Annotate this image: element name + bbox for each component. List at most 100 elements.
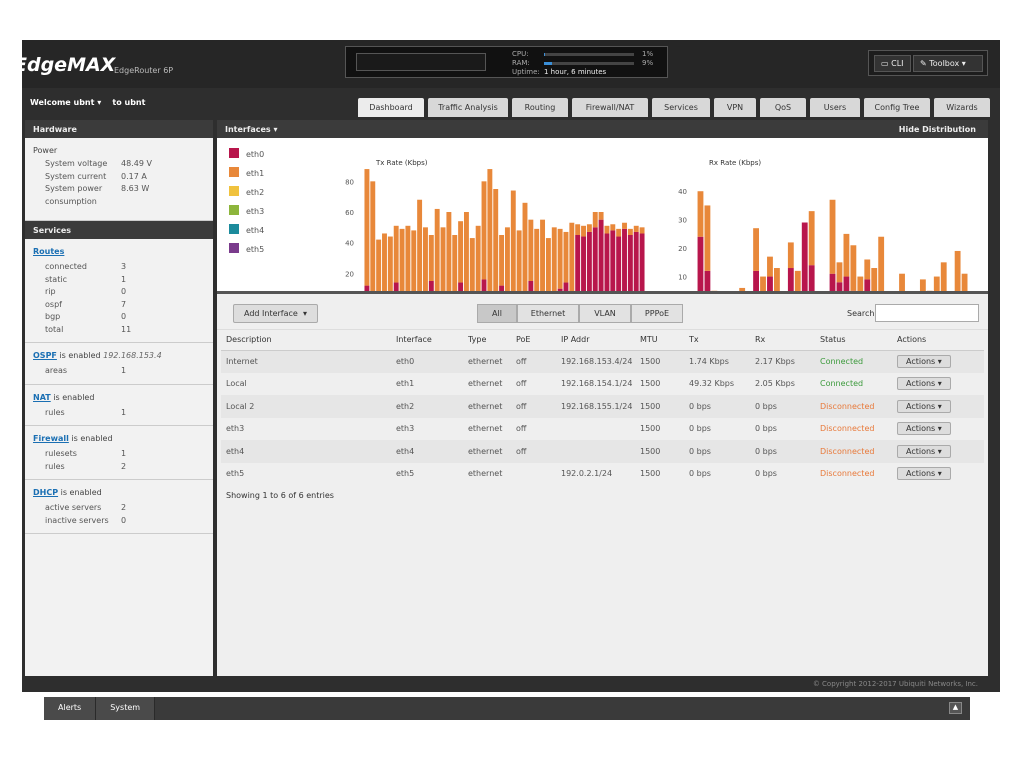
cell-text: ethernet: [468, 401, 503, 411]
nav-tab[interactable]: VPN: [714, 98, 756, 117]
nav-tab[interactable]: Users: [810, 98, 860, 117]
filter-button[interactable]: Ethernet: [517, 304, 579, 323]
service-value: 1: [121, 366, 127, 375]
bar: [458, 221, 464, 283]
service-value: 7: [121, 299, 127, 309]
nav-tab[interactable]: Firewall/NAT: [572, 98, 648, 117]
bar: [954, 250, 961, 294]
y-tick-label: 80: [345, 178, 354, 186]
service-link[interactable]: NAT: [33, 392, 51, 402]
table-cell: eth3: [221, 418, 391, 441]
bar: [475, 225, 481, 294]
filter-button[interactable]: PPPoE: [631, 304, 683, 323]
status-box: CPU: RAM: Uptime: 1% 9% 1 hour, 6 minute…: [345, 46, 668, 78]
column-header[interactable]: Rx: [750, 330, 815, 351]
actions-label: Actions: [906, 424, 936, 434]
cell-text: eth3: [396, 424, 415, 434]
column-header[interactable]: Type: [463, 330, 511, 351]
toolbox-button[interactable]: ✎ Toolbox ▾: [913, 55, 983, 72]
hide-distribution[interactable]: Hide Distribution: [898, 125, 976, 134]
bar: [592, 212, 598, 228]
legend-label: eth1: [246, 169, 264, 178]
header-row: Description Interface Type PoE IP Addr MTU Tx R…: [221, 330, 984, 351]
nav-tab[interactable]: Traffic Analysis: [428, 98, 508, 117]
column-header[interactable]: Status: [815, 330, 892, 351]
service-section: Routes connected 3 static 1 rip 0 ospf 7 bgp 0 tota…: [25, 239, 213, 343]
column-label: Rx: [755, 335, 766, 345]
power-row: System power consumption 8.63 W: [45, 183, 205, 208]
filter-button[interactable]: All: [477, 304, 517, 323]
actions-button[interactable]: Actions ▾: [897, 377, 951, 391]
column-label: PoE: [516, 335, 531, 345]
actions-button[interactable]: Actions ▾: [897, 355, 951, 368]
add-interface[interactable]: Add Interface ▾: [233, 304, 318, 323]
welcome[interactable]: Welcome ubnt ▾ to ubnt: [30, 98, 146, 107]
power-row: System voltage 48.49 V: [45, 158, 205, 171]
bar: [510, 190, 516, 294]
bar: [604, 233, 610, 294]
table-cell: eth0: [391, 350, 463, 373]
expand-button[interactable]: ▲: [949, 702, 962, 714]
cell-text: 1.74 Kbps: [689, 357, 729, 366]
bar: [753, 228, 759, 271]
service-link[interactable]: Routes: [33, 247, 65, 256]
service-row: rules 1: [45, 407, 205, 420]
bar: [481, 279, 487, 294]
cell-text: 0 bps: [689, 424, 711, 434]
table-cell: ethernet: [463, 373, 511, 396]
service-ip: 192.168.153.4: [103, 351, 162, 360]
cell-text: 1500: [640, 379, 661, 389]
service-row: inactive servers 0: [45, 515, 205, 528]
service-status: is enabled: [59, 351, 101, 360]
nav-tab[interactable]: Dashboard: [358, 98, 424, 117]
bar: [878, 236, 885, 294]
table-cell: off: [511, 373, 556, 396]
column-header[interactable]: Tx: [684, 330, 750, 351]
table-cell: 1500: [635, 440, 684, 463]
sidebar: Hardware Power System voltage 48.49 V Syst…: [25, 120, 213, 676]
cell-text: eth5: [396, 469, 415, 479]
legend-swatch: [229, 148, 239, 158]
interfaces-title[interactable]: Interfaces: [225, 125, 271, 134]
service-link[interactable]: OSPF: [33, 351, 57, 360]
column-header[interactable]: Interface: [391, 330, 463, 351]
service-link[interactable]: DHCP: [33, 488, 59, 497]
column-header[interactable]: MTU: [635, 330, 684, 351]
cell-text: 1500: [640, 357, 661, 366]
nav-tab[interactable]: Services: [652, 98, 710, 117]
bar: [622, 228, 627, 294]
service-key: inactive servers: [45, 515, 109, 525]
bar: [919, 279, 926, 294]
column-header[interactable]: Description: [221, 330, 391, 351]
bar: [458, 282, 464, 294]
nav-tab[interactable]: QoS: [760, 98, 806, 117]
nav-tab[interactable]: Wizards: [934, 98, 990, 117]
service-link[interactable]: Firewall: [33, 434, 69, 443]
column-header[interactable]: IP Addr: [556, 330, 635, 351]
table-cell: 0 bps: [750, 440, 815, 463]
table-cell: 1500: [635, 350, 684, 373]
column-header[interactable]: Actions: [892, 330, 984, 351]
cli-button[interactable]: ▭ CLI: [874, 55, 911, 72]
bar: [627, 228, 633, 235]
add-label: Add Interface: [244, 309, 298, 318]
search-input[interactable]: [875, 304, 979, 322]
actions-button[interactable]: Actions ▾: [897, 444, 951, 458]
cell-text: ethernet: [468, 469, 503, 479]
nav-tab[interactable]: Config Tree: [864, 98, 930, 117]
filter-button[interactable]: VLAN: [579, 304, 631, 323]
bar: [794, 270, 801, 294]
bottom-tab[interactable]: System: [96, 697, 156, 720]
bottom-tab[interactable]: Alerts: [44, 697, 97, 720]
service-value: 2: [121, 461, 127, 471]
bar: [850, 245, 857, 291]
chart-title: Tx Rate (Kbps): [375, 159, 428, 167]
actions-button[interactable]: Actions ▾: [897, 422, 951, 436]
actions-button[interactable]: Actions ▾: [897, 467, 951, 481]
cell-text: off: [516, 357, 527, 366]
nav-tab[interactable]: Routing: [512, 98, 568, 117]
bar: [452, 235, 458, 294]
actions-button[interactable]: Actions ▾: [897, 399, 951, 413]
column-header[interactable]: PoE: [511, 330, 556, 351]
table-row: Internet eth0 ethernet off 192.168.153.4/24 1…: [221, 350, 984, 373]
